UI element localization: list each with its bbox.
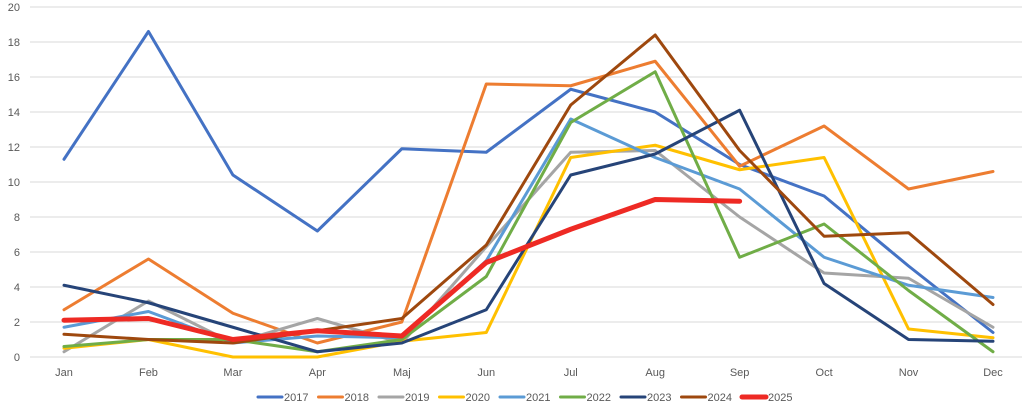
y-tick-label: 10 — [8, 177, 20, 189]
x-axis-labels: Jan Feb Mar Apr Maj Jun Jul Aug Sep Oct Nov Dec — [55, 367, 1003, 379]
legend-label: 2023 — [647, 392, 671, 404]
x-tick-label: Aug — [645, 367, 665, 379]
legend-item-2018[interactable]: 2018 — [317, 392, 369, 404]
series-line-2022 — [62, 70, 995, 354]
series-line-2025 — [61, 197, 743, 342]
legend: 2017 2018 2019 2020 2021 2022 2023 2024 2025 — [256, 392, 792, 404]
x-tick-label: Jun — [477, 367, 495, 379]
legend-item-2017[interactable]: 2017 — [256, 392, 308, 404]
x-tick-label: Dec — [983, 367, 1003, 379]
x-tick-label: Apr — [309, 367, 326, 379]
series-line-2021 — [62, 117, 995, 345]
x-tick-label: Feb — [139, 367, 158, 379]
legend-label: 2017 — [284, 392, 308, 404]
y-tick-label: 2 — [14, 317, 20, 329]
series-line-2024 — [62, 33, 995, 345]
legend-item-2024[interactable]: 2024 — [680, 392, 732, 404]
y-tick-label: 6 — [14, 247, 20, 259]
legend-label: 2025 — [768, 392, 792, 404]
series-line-2018 — [62, 59, 995, 345]
series-line-2017 — [62, 30, 995, 334]
legend-item-2023[interactable]: 2023 — [619, 392, 671, 404]
legend-item-2019[interactable]: 2019 — [377, 392, 429, 404]
legend-item-2025[interactable]: 2025 — [739, 392, 792, 404]
x-tick-label: Sep — [730, 367, 750, 379]
legend-label: 2018 — [345, 392, 369, 404]
x-tick-label: Oct — [816, 367, 833, 379]
legend-label: 2019 — [405, 392, 429, 404]
legend-label: 2022 — [587, 392, 611, 404]
y-axis-labels: 0 2 4 6 8 10 12 14 16 18 20 — [8, 2, 20, 364]
legend-label: 2021 — [526, 392, 550, 404]
x-tick-label: Nov — [899, 367, 919, 379]
series-lines — [61, 30, 995, 359]
y-tick-label: 20 — [8, 2, 20, 14]
y-tick-label: 14 — [8, 107, 20, 119]
y-tick-label: 12 — [8, 142, 20, 154]
legend-label: 2020 — [466, 392, 490, 404]
series-line-2023 — [62, 108, 995, 354]
x-tick-label: Jan — [55, 367, 73, 379]
legend-label: 2024 — [708, 392, 732, 404]
legend-item-2021[interactable]: 2021 — [498, 392, 550, 404]
y-tick-label: 8 — [14, 212, 20, 224]
y-tick-label: 0 — [14, 352, 20, 364]
x-tick-label: Maj — [393, 367, 411, 379]
legend-item-2022[interactable]: 2022 — [559, 392, 611, 404]
legend-item-2020[interactable]: 2020 — [438, 392, 490, 404]
x-tick-label: Mar — [223, 367, 242, 379]
x-tick-label: Jul — [564, 367, 578, 379]
y-tick-label: 16 — [8, 72, 20, 84]
y-tick-label: 4 — [14, 282, 20, 294]
y-tick-label: 18 — [8, 37, 20, 49]
